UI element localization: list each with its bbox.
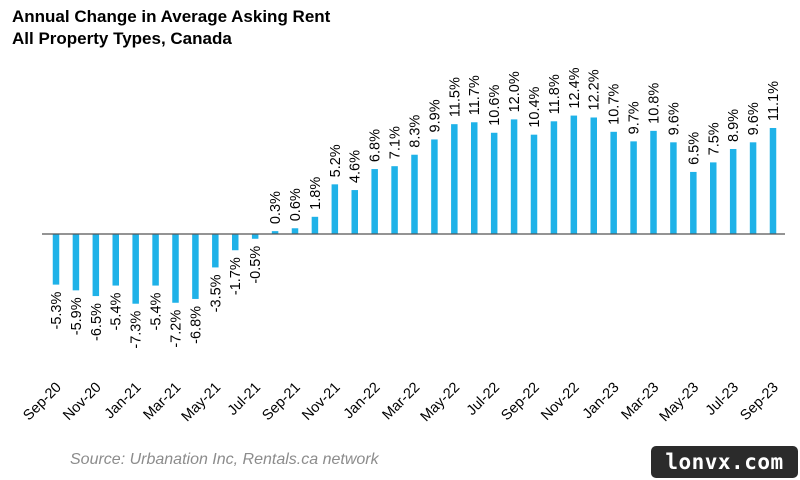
data-label: -0.5% — [248, 246, 264, 284]
data-label: 9.6% — [746, 102, 762, 135]
bar — [371, 169, 378, 234]
bar — [510, 119, 518, 234]
data-label: -6.8% — [188, 306, 204, 344]
bar — [411, 154, 418, 234]
data-label: 0.3% — [268, 191, 284, 224]
bar — [490, 132, 498, 234]
bar — [729, 149, 737, 234]
bar — [331, 184, 339, 234]
data-label: -6.5% — [89, 303, 105, 341]
data-label: 6.5% — [686, 132, 702, 165]
data-label: -3.5% — [208, 274, 224, 312]
x-tick-label: Mar-22 — [380, 380, 424, 424]
data-label: 9.7% — [627, 101, 643, 134]
bar — [152, 234, 159, 286]
data-label: -1.7% — [228, 257, 244, 295]
watermark-badge: lonvx.com — [651, 446, 798, 478]
data-label: 11.1% — [766, 81, 782, 121]
data-label: 5.2% — [328, 144, 344, 177]
bar — [52, 234, 60, 285]
x-tick-label: Jan-21 — [102, 380, 145, 423]
x-tick-label: Sep-20 — [20, 380, 64, 424]
x-tick-label: Mar-23 — [619, 380, 663, 424]
data-label: 11.8% — [547, 74, 563, 114]
data-label: -5.4% — [149, 292, 165, 330]
data-label: 9.9% — [427, 99, 443, 132]
source-note: Source: Urbanation Inc, Rentals.ca netwo… — [70, 451, 379, 468]
data-label: 10.7% — [607, 84, 623, 125]
data-label: 12.0% — [507, 71, 523, 112]
bar — [232, 234, 239, 251]
data-label: -5.3% — [49, 292, 65, 330]
data-label: 6.8% — [368, 129, 384, 162]
bar — [251, 234, 259, 239]
x-tick-label: Jul-21 — [225, 380, 264, 419]
x-tick-label: Nov-22 — [538, 380, 582, 424]
data-label: 10.8% — [647, 83, 663, 124]
bar — [72, 234, 80, 291]
data-label: -5.9% — [69, 297, 85, 335]
bar — [471, 122, 478, 234]
bar — [550, 121, 558, 234]
bar — [192, 234, 199, 299]
bar — [311, 216, 319, 234]
data-label: 7.1% — [388, 126, 404, 159]
bar — [172, 234, 179, 303]
x-tick-label: Nov-21 — [299, 380, 343, 424]
chart-subtitle: All Property Types, Canada — [12, 29, 232, 48]
bar — [710, 162, 717, 235]
x-tick-label: Jul-22 — [464, 380, 503, 419]
bar — [212, 234, 219, 268]
bar — [351, 190, 358, 234]
data-label: 11.7% — [467, 75, 483, 115]
bar — [291, 228, 299, 234]
x-tick-label: Sep-21 — [259, 380, 303, 424]
bar — [630, 141, 637, 234]
data-label: 11.5% — [447, 77, 463, 117]
bar — [132, 234, 139, 304]
x-tick-label: Sep-22 — [498, 380, 542, 424]
data-label: 9.6% — [666, 102, 682, 135]
x-tick-label: Jan-23 — [580, 380, 623, 423]
data-label: -5.4% — [109, 292, 125, 330]
data-label: 8.9% — [726, 109, 742, 142]
bar — [650, 130, 657, 234]
x-tick-label: Nov-20 — [60, 380, 104, 424]
data-label: -7.3% — [129, 311, 145, 349]
data-label: 12.4% — [567, 67, 583, 108]
data-label: 4.6% — [348, 150, 364, 183]
bar — [92, 234, 100, 297]
bar — [610, 131, 617, 234]
data-label: 10.6% — [487, 85, 503, 126]
data-label: 1.8% — [308, 177, 324, 210]
bar — [112, 234, 119, 286]
data-label: 10.4% — [527, 86, 543, 127]
bar — [451, 124, 458, 234]
x-tick-label: May-23 — [657, 380, 703, 426]
bar — [690, 171, 697, 234]
x-tick-label: May-21 — [179, 380, 225, 426]
bar — [769, 127, 777, 234]
data-label: 8.3% — [408, 115, 424, 148]
bar — [590, 117, 597, 234]
data-label: -7.2% — [169, 310, 185, 348]
x-tick-label: Jan-22 — [341, 380, 384, 423]
bar — [570, 115, 578, 234]
x-tick-label: Sep-23 — [737, 380, 781, 424]
bar — [271, 231, 279, 234]
bar — [530, 134, 538, 234]
bar — [391, 166, 398, 234]
bar — [670, 142, 677, 234]
x-tick-label: Mar-21 — [141, 380, 185, 424]
data-label: 12.2% — [587, 69, 603, 110]
chart-title: Annual Change in Average Asking Rent — [12, 7, 331, 26]
bar — [749, 142, 757, 234]
data-label: 0.6% — [288, 188, 304, 221]
x-tick-label: May-22 — [418, 380, 464, 426]
bar — [431, 139, 438, 234]
x-tick-label: Jul-23 — [703, 380, 742, 419]
data-label: 7.5% — [706, 122, 722, 155]
chart-title-block: Annual Change in Average Asking Rent All… — [12, 6, 330, 50]
